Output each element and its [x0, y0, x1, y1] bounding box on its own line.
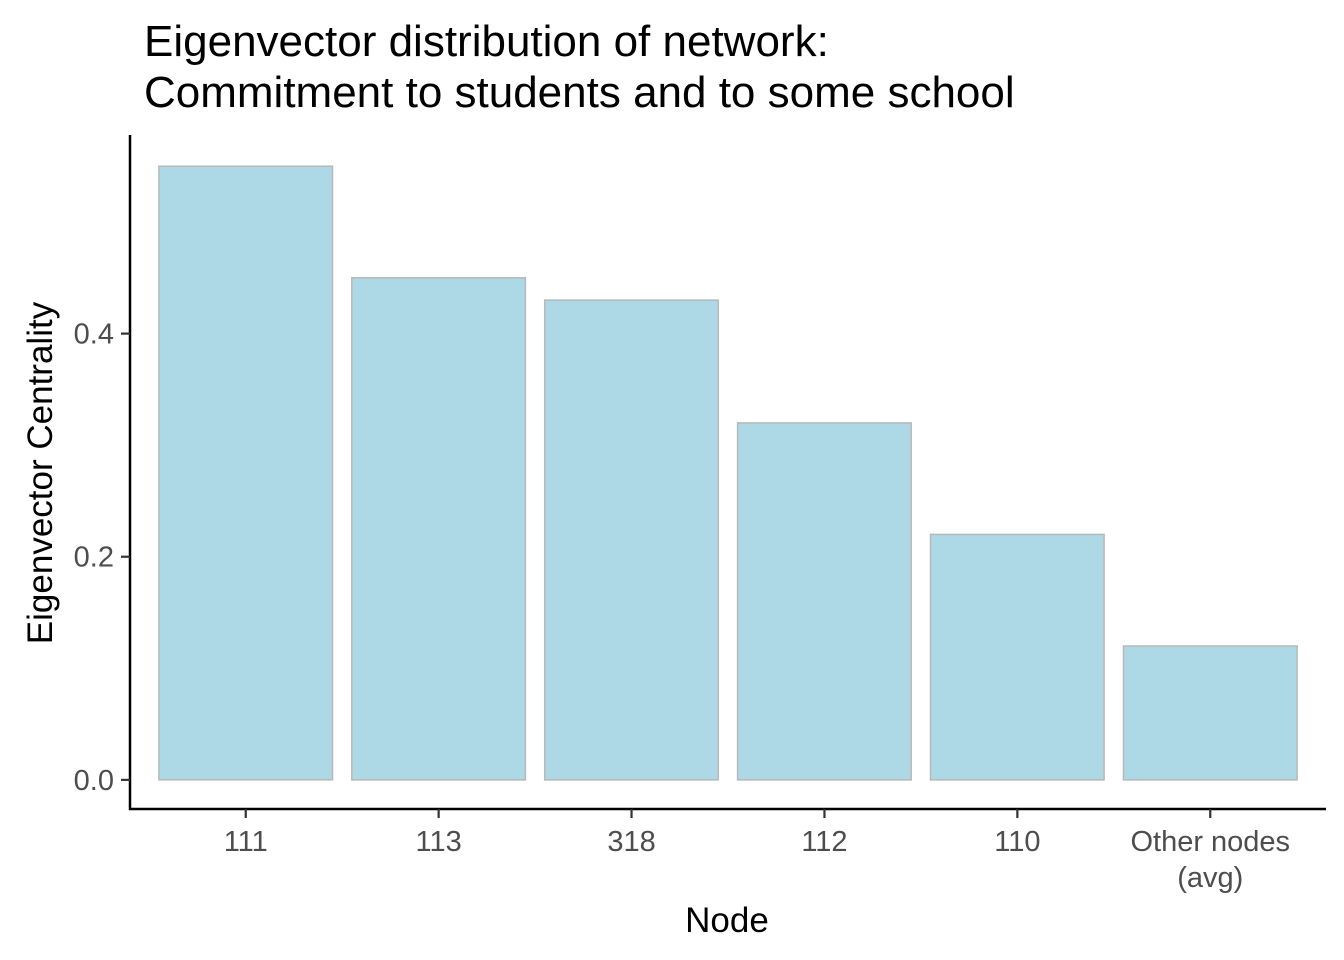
x-tick-label: 111 [224, 826, 268, 858]
y-axis-title: Eigenvector Centrality [21, 301, 60, 644]
chart-title-line-1: Eigenvector distribution of network: [144, 17, 829, 66]
x-tick-label: 110 [994, 826, 1040, 858]
x-axis-ticks: 111 113 318 112 110 Other nodes (avg) [224, 809, 1290, 894]
bar-4 [929, 533, 1105, 781]
bar-2 [543, 299, 720, 781]
y-tick-label: 0.4 [74, 319, 114, 351]
bars-layer [158, 165, 1298, 781]
x-tick-label: 112 [801, 826, 847, 858]
y-axis-ticks: 0.0 0.2 0.4 [74, 319, 130, 797]
bar-1 [351, 277, 527, 781]
x-tick-label: 113 [416, 826, 462, 858]
bar-5 [1122, 645, 1298, 781]
bar-3 [736, 422, 912, 781]
x-tick-label: Other nodes [1130, 826, 1290, 858]
chart-title-line-2: Commitment to students and to some schoo… [144, 68, 1015, 117]
y-tick-label: 0.0 [74, 765, 114, 797]
x-axis-title: Node [685, 901, 769, 940]
x-tick-label: (avg) [1177, 862, 1243, 894]
bar-0 [158, 165, 334, 781]
y-tick-label: 0.2 [74, 542, 114, 574]
x-tick-label: 318 [607, 826, 655, 858]
